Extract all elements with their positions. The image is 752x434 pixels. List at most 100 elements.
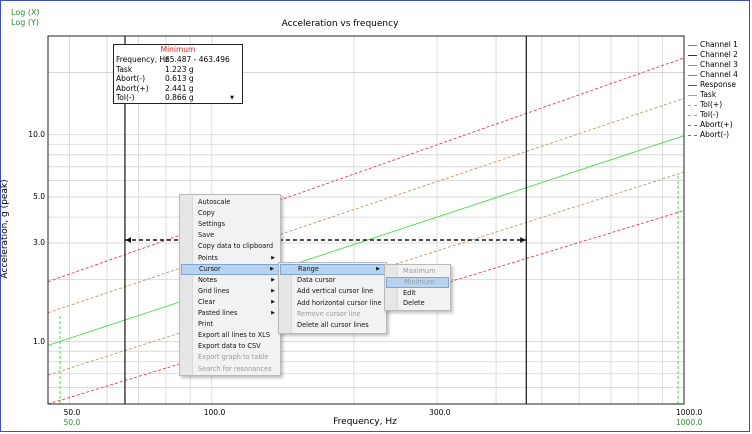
menu-item-label: Export data to CSV [198, 342, 261, 351]
menu-item-copy[interactable]: Copy [181, 208, 279, 219]
menu-item-search-for-resonances: Search for resonances [181, 364, 279, 375]
legend-entry[interactable]: Channel 2 [688, 50, 738, 60]
legend-entry[interactable]: Task [688, 90, 738, 100]
legend-swatch [688, 135, 697, 136]
menu-item-add-vertical-cursor-line[interactable]: Add vertical cursor line [280, 286, 385, 297]
menu-item-copy-data-to-clipboard[interactable]: Copy data to clipboard [181, 241, 279, 252]
menu-item-data-cursor[interactable]: Data cursor [280, 275, 385, 286]
info-box-row-label: Tol(-) [116, 93, 135, 102]
range-info-box[interactable]: Minimum Frequency, Hz 65.487 - 463.496 Tas… [113, 44, 243, 104]
menu-item-export-data-to-csv[interactable]: Export data to CSV [181, 341, 279, 352]
x-tick-label: 100.0 [203, 408, 226, 417]
legend-entry[interactable]: Abort(+) [688, 120, 738, 130]
info-box-row-label: Task [116, 64, 133, 74]
menu-item-label: Points [198, 253, 218, 262]
menu-item-label: Add horizontal cursor line [297, 298, 382, 307]
cursor-submenu: Range ▶ Data cursor Add vertical cursor lin… [278, 262, 387, 334]
menu-item-clear[interactable]: Clear ▶ [181, 297, 279, 308]
submenu-arrow-icon: ▶ [271, 287, 275, 294]
menu-item-points[interactable]: Points ▶ [181, 253, 279, 264]
series-line-tol- [47, 171, 685, 376]
legend-swatch [688, 75, 697, 76]
legend-entry[interactable]: Channel 4 [688, 70, 738, 80]
info-box-row: Frequency, Hz 65.487 - 463.496 [114, 55, 242, 65]
menu-item-label: Clear [198, 297, 216, 306]
legend-label: Channel 2 [700, 50, 738, 59]
menu-item-label: Export graph to table [198, 353, 269, 362]
info-box-row-value: 2.441 g [165, 83, 194, 93]
menu-item-export-graph-to-table: Export graph to table [181, 352, 279, 363]
chart-title: Acceleration vs frequency [281, 19, 399, 29]
menu-item-notes[interactable]: Notes ▶ [181, 275, 279, 286]
legend-label: Abort(-) [700, 130, 730, 139]
x-tick-label: 1000.0 [676, 408, 703, 417]
submenu-arrow-icon: ▶ [271, 310, 275, 316]
menu-item-delete[interactable]: Delete [386, 298, 449, 309]
y-tick-label: 5.0 [33, 192, 45, 202]
log-x-label[interactable]: Log (X) [11, 8, 40, 17]
y-tick-label: 10.0 [28, 129, 45, 139]
menu-item-label: Minimum [404, 277, 435, 286]
menu-item-pasted-lines[interactable]: Pasted lines ▶ [181, 308, 279, 319]
menu-item-range[interactable]: Range ▶ [280, 264, 385, 275]
info-box-row: Abort(+) 2.441 g [114, 84, 242, 94]
legend-label: Tol(+) [700, 100, 723, 109]
legend-entry[interactable]: Abort(-) [688, 130, 738, 140]
legend-entry[interactable]: Channel 3 [688, 60, 738, 70]
menu-item-label: Print [198, 320, 214, 329]
menu-item-label: Search for resonances [198, 364, 272, 373]
legend-label: Response [700, 80, 737, 89]
info-box-row-value: 1.223 g [165, 64, 194, 74]
menu-item-autoscale[interactable]: Autoscale [181, 197, 279, 208]
menu-item-save[interactable]: Save [181, 230, 279, 241]
legend-entry[interactable]: Channel 1 [688, 40, 738, 50]
info-box-row-label: Abort(+) [116, 83, 149, 93]
menu-item-edit[interactable]: Edit [386, 288, 449, 299]
menu-item-export-all-lines-to-xls[interactable]: Export all lines to XLS [181, 330, 279, 341]
menu-item-label: Cursor [199, 264, 221, 273]
menu-item-label: Settings [198, 220, 226, 229]
menu-item-add-horizontal-cursor-line[interactable]: Add horizontal cursor line [280, 298, 385, 309]
info-box-row-value: 0.866 g [165, 93, 194, 102]
menu-item-print[interactable]: Print [181, 319, 279, 330]
legend-swatch [688, 95, 697, 96]
x-tick-label-secondary: 50.0 [63, 418, 81, 427]
legend-label: Channel 4 [700, 70, 738, 79]
legend-entry[interactable]: Tol(-) [688, 110, 738, 120]
info-box-row-label: Frequency, Hz [116, 55, 170, 64]
menu-item-cursor[interactable]: Cursor ▶ [181, 263, 279, 275]
info-box-row-value: 65.487 - 463.496 [165, 55, 230, 64]
menu-item-label: Range [298, 265, 319, 273]
legend-swatch [688, 65, 697, 66]
info-box-row: Abort(-) 0.613 g [114, 74, 242, 84]
menu-item-label: Copy [198, 209, 215, 218]
info-box-row: Task 1.223 g [114, 65, 242, 75]
info-box-title: Minimum [160, 45, 196, 54]
menu-item-settings[interactable]: Settings [181, 219, 279, 230]
y-tick-label: 3.0 [33, 237, 45, 247]
menu-item-remove-cursor-line: Remove cursor line [280, 309, 385, 320]
info-box-row-value: 0.613 g [165, 74, 194, 83]
legend: Channel 1 Channel 2 Channel 3 Channel 4 Resp… [688, 40, 738, 140]
info-box-row: Tol(-) 0.866 g [114, 93, 242, 103]
legend-entry[interactable]: Tol(+) [688, 100, 738, 110]
legend-swatch [688, 45, 697, 46]
log-y-label[interactable]: Log (Y) [11, 18, 39, 27]
menu-item-label: Autoscale [198, 198, 231, 206]
legend-swatch [688, 115, 697, 116]
legend-label: Abort(+) [700, 120, 733, 129]
menu-item-grid-lines[interactable]: Grid lines ▶ [181, 286, 279, 297]
menu-item-label: Edit [403, 288, 416, 297]
legend-label: Tol(-) [700, 110, 719, 119]
legend-entry[interactable]: Response [688, 80, 738, 90]
legend-swatch [688, 85, 697, 86]
menu-item-delete-all-cursor-lines[interactable]: Delete all cursor lines [280, 320, 385, 331]
info-box-row-label: Abort(-) [116, 74, 146, 83]
x-tick-label: 50.0 [63, 408, 81, 417]
menu-item-label: Export all lines to XLS [198, 331, 271, 340]
legend-label: Task [700, 90, 717, 99]
info-box-dropdown-icon[interactable]: ▼ [230, 95, 234, 101]
submenu-arrow-icon: ▶ [271, 276, 275, 283]
